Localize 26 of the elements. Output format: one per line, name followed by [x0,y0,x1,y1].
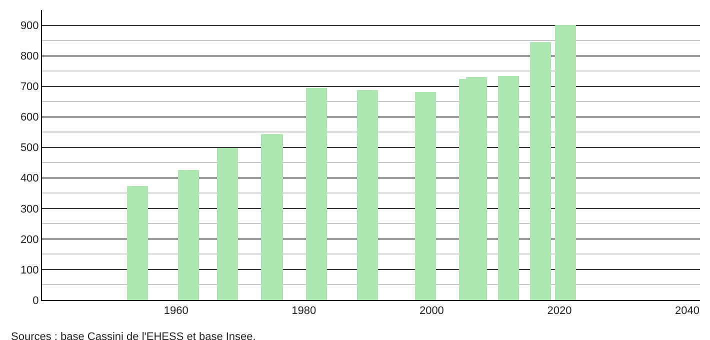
x-tick-label: 1980 [292,305,316,318]
bar [261,134,283,300]
y-tick-label: 800 [20,50,39,63]
y-tick-label: 200 [20,234,39,246]
x-tick-label: 2020 [547,305,572,318]
y-tick-label: 700 [20,81,39,94]
y-tick-label: 300 [20,203,39,216]
x-tick-label: 1960 [164,305,188,318]
bar [555,25,576,300]
y-tick-label: 100 [20,264,39,276]
y-tick-label: 400 [20,172,39,185]
y-tick-label: 0 [32,294,39,307]
bar [498,76,519,300]
bar [530,42,551,300]
y-tick-label: 500 [20,142,39,154]
y-tick-label: 600 [20,112,39,124]
bar [127,186,148,300]
source-note: Sources : base Cassini de l'EHESS et base Insee. [11,331,256,340]
x-tick-label: 2000 [419,305,444,318]
bar [306,88,327,300]
bar [178,170,199,300]
x-tick-label: 2040 [674,305,700,318]
bar [415,92,436,300]
y-tick-label: 900 [20,20,39,32]
bar [217,148,238,300]
bar [357,90,378,300]
